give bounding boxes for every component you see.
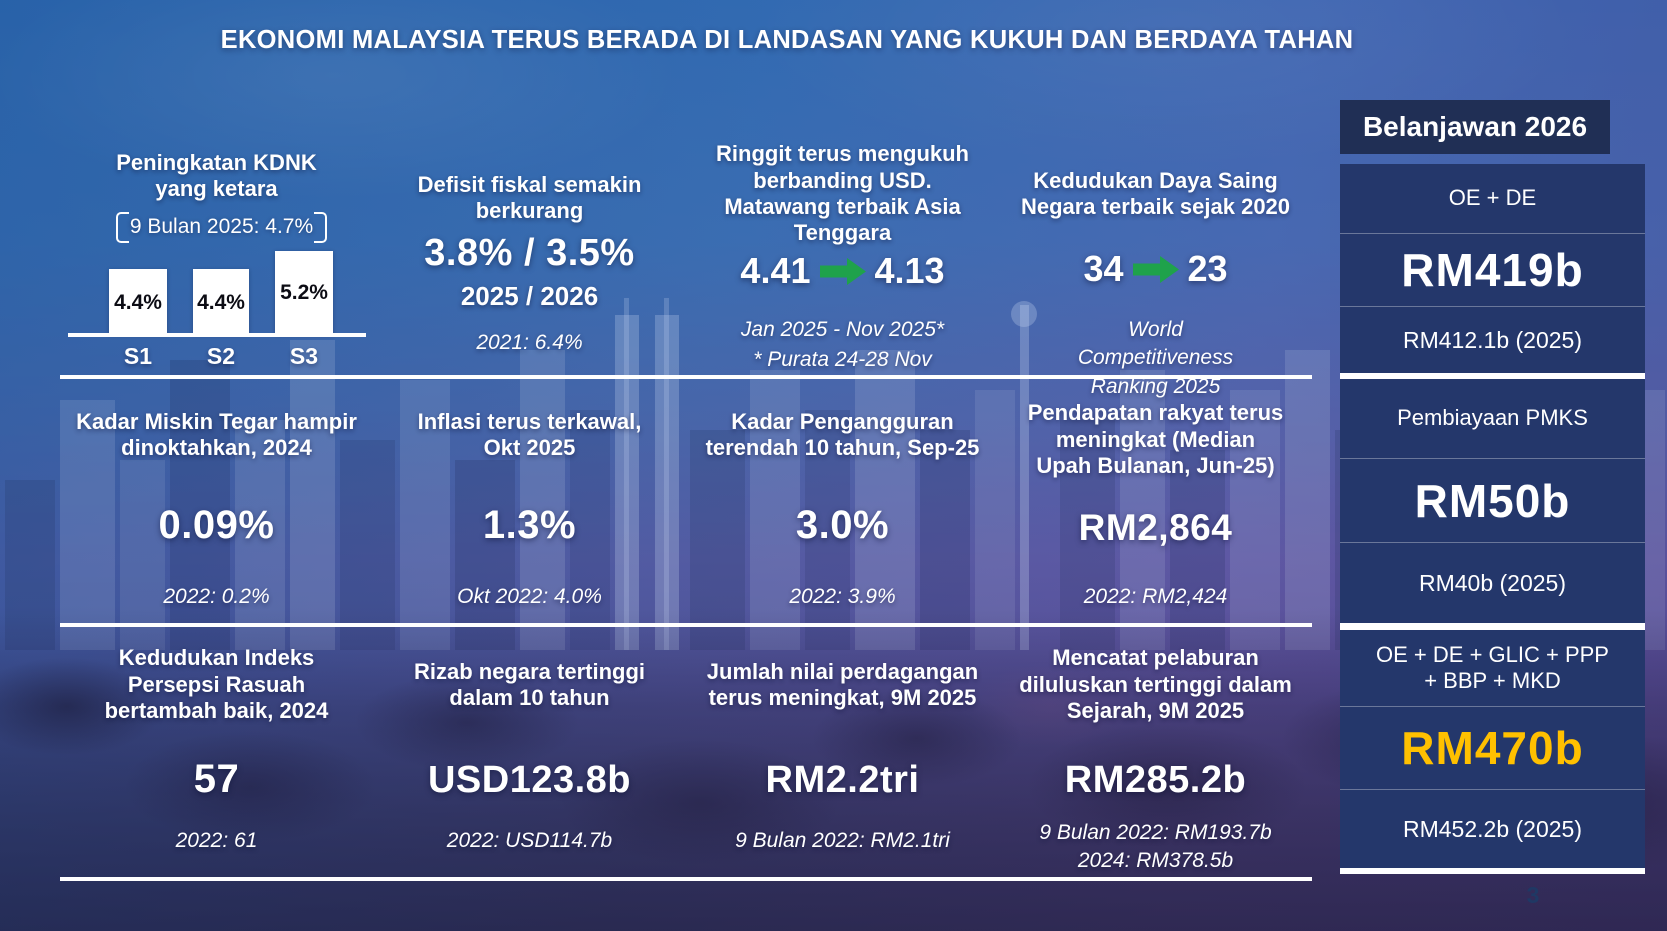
stat-value: RM2,864 [1078,507,1233,548]
stat-comparison: 2022: 0.2% [163,585,270,608]
stat-heading: Mencatat pelaburan diluluskan tertinggi … [1019,645,1292,724]
stat-comparison: 2022: RM2,424 [1083,585,1228,608]
budget-value: RM419b [1340,233,1645,307]
row-divider [60,623,1312,627]
stat-card-reserves: Rizab negara tertinggi dalam 10 tahun US… [373,635,686,875]
stat-comparison-note: * Purata 24-28 Nov [753,348,932,371]
value-from: 34 [1083,248,1124,289]
stat-comparison: Jan 2025 - Nov 2025* [740,318,945,341]
budget-label: Pembiayaan PMKS [1397,405,1588,431]
stat-value: RM2.2tri [765,759,920,801]
row-divider [60,375,1312,379]
stat-comparison: Okt 2022: 4.0% [457,585,602,608]
axis-tick-label: S1 [123,343,153,369]
sidebar-divider [1340,373,1645,379]
budget-value: RM50b [1340,458,1645,543]
bar-s3: 5.2% [275,251,333,334]
budget-previous: RM40b (2025) [1418,569,1567,596]
stat-heading: Jumlah nilai perdagangan terus meningkat… [706,658,979,710]
chart-axis-line [68,333,366,337]
stat-card-poverty: Kadar Miskin Tegar hampir dinoktahkan, 2… [60,385,373,625]
bar-value-label: 5.2% [280,281,328,304]
stat-comparison: 9 Bulan 2022: RM2.1tri [735,829,950,852]
bar-value-label: 4.4% [114,291,162,314]
stat-value: 57 [193,757,240,801]
value-from: 4.41 [740,250,811,291]
stat-heading: Rizab negara tertinggi dalam 10 tahun [413,658,646,710]
stat-card-fiscal-deficit: Defisit fiskal semakin berkurang 3.8% / … [373,140,686,380]
budget-label: OE + DE [1448,185,1537,211]
stat-heading: Peningkatan KDNK yang ketara [116,149,317,201]
stat-value: 1.3% [482,503,577,547]
stat-card-unemployment: Kadar Pengangguran terendah 10 tahun, Se… [686,385,999,625]
stat-value: 34 23 [999,248,1312,290]
stat-value: 3.0% [795,503,890,547]
budget-box-pmks: Pembiayaan PMKS RM50b RM40b (2025) [1340,379,1645,623]
stat-heading: Kadar Pengangguran terendah 10 tahun, Se… [705,408,980,460]
value-to: 23 [1187,248,1228,289]
bracket-right-icon [314,212,327,243]
stat-value: 0.09% [158,503,275,547]
stat-comparison: 9 Bulan 2022: RM193.7b [1039,821,1272,844]
slide-title: EKONOMI MALAYSIA TERUS BERADA DI LANDASA… [220,26,1354,54]
bar-value-label: 4.4% [197,291,245,314]
stat-card-competitiveness: Kedudukan Daya Saing Negara terbaik seja… [999,140,1312,398]
bar-s1: 4.4% [109,269,167,334]
budget-value: RM470b [1340,706,1645,790]
value-to: 4.13 [874,250,945,291]
stat-card-trade-value: Jumlah nilai perdagangan terus meningkat… [686,635,999,875]
stat-card-corruption-index: Kedudukan Indeks Persepsi Rasuah bertamb… [60,635,373,875]
stat-subvalue: 2025 / 2026 [460,281,599,311]
budget-previous: RM412.1b (2025) [1403,326,1582,353]
stat-heading: Kadar Miskin Tegar hampir dinoktahkan, 2… [76,408,357,460]
stat-comparison: 2022: 61 [175,829,258,852]
stat-value: USD123.8b [427,759,632,801]
stat-card-kdnk-growth: Peningkatan KDNK yang ketara 9 Bulan 202… [60,140,373,380]
petronas-tower-silhouette [655,315,679,650]
bottom-divider [60,877,1312,881]
chart-annotation: 9 Bulan 2025: 4.7% [129,215,314,238]
sidebar-divider [1340,623,1645,630]
stat-card-median-wage: Pendapatan rakyat terus meningkat (Media… [999,385,1312,625]
stat-heading: Inflasi terus terkawal, Okt 2025 [417,408,642,460]
stat-heading: Ringgit terus mengukuh berbanding USD. M… [716,141,969,246]
axis-tick-label: S2 [206,343,236,369]
stat-comparison: 2021: 6.4% [476,331,583,354]
stat-heading: Pendapatan rakyat terus meningkat (Media… [1027,400,1284,479]
callout-bracket: 9 Bulan 2025: 4.7% [116,212,327,243]
stat-comparison-note: 2024: RM378.5b [1077,849,1234,872]
bar-s2: 4.4% [193,269,249,334]
improvement-arrow-icon [819,257,866,285]
budget-box-oe-de: OE + DE RM419b RM412.1b (2025) [1340,164,1645,373]
sidebar-title: Belanjawan 2026 [1340,100,1610,154]
axis-tick-label: S3 [289,343,319,369]
stat-comparison: 2022: 3.9% [789,585,896,608]
stat-value: RM285.2b [1064,759,1247,801]
sidebar-divider [1340,868,1645,874]
improvement-arrow-icon [1132,255,1179,283]
kl-tower-silhouette [1020,305,1029,650]
petronas-tower-silhouette [615,315,639,650]
stat-card-approved-investment: Mencatat pelaburan diluluskan tertinggi … [999,635,1312,875]
stat-value: 3.8% / 3.5% [424,232,635,274]
bracket-left-icon [116,212,129,243]
stat-comparison: World Competitiveness Ranking 2025 [1077,318,1234,398]
stat-heading: Kedudukan Daya Saing Negara terbaik seja… [1020,167,1291,219]
page-number: 3 [1526,882,1540,908]
budget-box-total: OE + DE + GLIC + PPP + BBP + MKD RM470b … [1340,630,1645,868]
budget-label: OE + DE + GLIC + PPP + BBP + MKD [1376,641,1609,693]
stat-comparison: 2022: USD114.7b [446,829,613,852]
stat-value: 4.41 4.13 [686,250,999,292]
stat-card-ringgit: Ringgit terus mengukuh berbanding USD. M… [686,140,999,380]
budget-previous: RM452.2b (2025) [1403,815,1582,842]
stat-heading: Kedudukan Indeks Persepsi Rasuah bertamb… [104,645,329,724]
stat-card-inflation: Inflasi terus terkawal, Okt 2025 1.3% Ok… [373,385,686,625]
stat-heading: Defisit fiskal semakin berkurang [417,171,642,223]
